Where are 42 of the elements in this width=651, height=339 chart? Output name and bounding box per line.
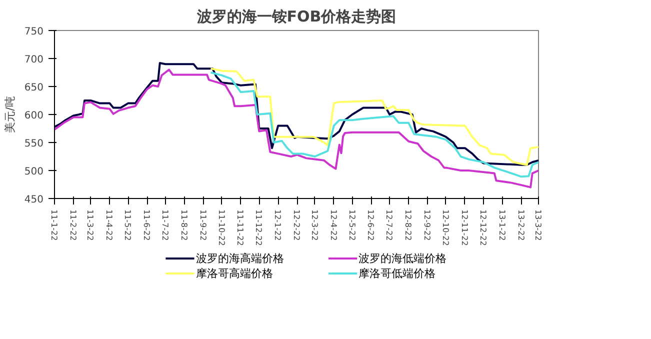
y-tick-label: 750 [24, 26, 44, 38]
legend-label: 摩洛哥高端价格 [196, 267, 273, 280]
line-series [54, 68, 538, 188]
x-tick-label: 11-8-22 [179, 210, 188, 241]
x-tick-label: 11-6-22 [142, 210, 152, 241]
x-tick-label: 11-5-22 [123, 210, 132, 241]
legend-label: 波罗的海高端价格 [196, 252, 284, 265]
legend-label: 摩洛哥低端价格 [358, 267, 436, 280]
x-tick-label: 12-11-22 [460, 210, 469, 246]
x-tick-label: 13-1-22 [497, 210, 506, 241]
x-tick-label: 12-2-22 [292, 210, 302, 241]
y-axis-title: 美元/吨 [3, 96, 16, 133]
x-tick-label: 11-10-22 [216, 210, 226, 246]
x-tick-label: 12-1-22 [273, 210, 282, 241]
x-tick-label: 12-7-22 [384, 210, 394, 241]
x-tick-label: 11-4-22 [104, 210, 114, 241]
x-tick-label: 11-3-22 [86, 210, 95, 241]
x-tick-label: 11-9-22 [198, 210, 208, 241]
x-tick-label: 11-11-22 [236, 210, 245, 246]
y-tick-label: 650 [24, 82, 44, 94]
legend-label: 波罗的海低端价格 [358, 252, 447, 265]
y-tick-label: 550 [24, 138, 44, 150]
y-tick-label: 500 [24, 166, 44, 178]
x-tick-label: 11-1-22 [50, 210, 58, 241]
x-tick-label: 12-5-22 [347, 210, 356, 241]
y-tick-label: 450 [24, 194, 44, 206]
x-tick-label: 12-8-22 [404, 210, 413, 241]
x-tick-label: 11-12-22 [254, 210, 264, 246]
x-tick-label: 13-3-22 [534, 210, 542, 241]
x-tick-label: 13-2-22 [516, 210, 526, 241]
x-tick-label: 12-10-22 [440, 210, 450, 246]
x-tick-label: 12-3-22 [310, 210, 319, 241]
y-tick-label: 700 [24, 54, 44, 66]
x-tick-label: 12-12-22 [478, 210, 488, 246]
chart-title: 波罗的海一铵FOB价格走势图 [196, 8, 396, 26]
x-tick-label: 12-4-22 [328, 210, 338, 241]
x-tick-label: 11-7-22 [160, 210, 170, 241]
x-tick-label: 12-9-22 [422, 210, 432, 241]
y-tick-label: 600 [24, 110, 44, 122]
x-tick-label: 11-2-22 [68, 210, 78, 241]
line-series [54, 62, 538, 166]
x-tick-label: 12-6-22 [366, 210, 376, 241]
